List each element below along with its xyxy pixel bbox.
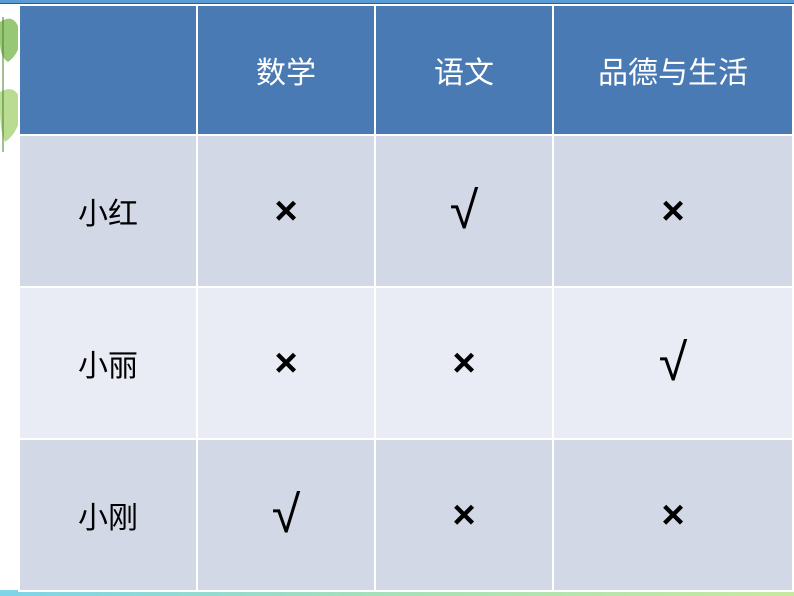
cell-mark: × xyxy=(197,287,375,439)
cell-mark: √ xyxy=(553,287,793,439)
table-row: 小丽 × × √ xyxy=(19,287,793,439)
cell-mark: × xyxy=(553,135,793,287)
cell-mark: √ xyxy=(375,135,553,287)
cell-mark: × xyxy=(375,287,553,439)
cell-mark: × xyxy=(197,135,375,287)
header-math: 数学 xyxy=(197,5,375,135)
subject-table: 数学 语文 品德与生活 小红 × √ × 小丽 × × √ 小刚 √ × xyxy=(18,4,794,590)
header-chinese: 语文 xyxy=(375,5,553,135)
header-ethics: 品德与生活 xyxy=(553,5,793,135)
cell-mark: √ xyxy=(197,439,375,591)
cell-mark: × xyxy=(553,439,793,591)
cell-mark: × xyxy=(375,439,553,591)
row-name: 小刚 xyxy=(19,439,197,591)
header-blank xyxy=(19,5,197,135)
table-row: 小红 × √ × xyxy=(19,135,793,287)
row-name: 小丽 xyxy=(19,287,197,439)
table-row: 小刚 √ × × xyxy=(19,439,793,591)
table-header-row: 数学 语文 品德与生活 xyxy=(19,5,793,135)
top-border xyxy=(0,0,794,4)
row-name: 小红 xyxy=(19,135,197,287)
